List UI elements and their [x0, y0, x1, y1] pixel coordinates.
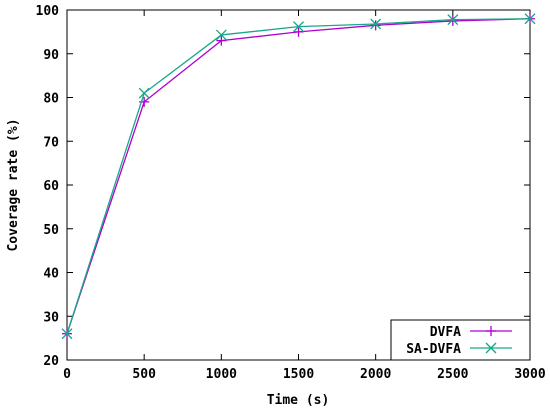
x-tick-label: 1500 — [283, 367, 314, 382]
series-sa-dvfa — [61, 13, 536, 340]
y-tick-label: 90 — [43, 48, 59, 63]
legend: DVFA SA-DVFA — [390, 319, 531, 361]
y-tick-label: 70 — [43, 135, 59, 150]
cross-marker-b — [138, 87, 150, 99]
y-tick-label: 100 — [36, 4, 60, 19]
series-line — [66, 18, 531, 334]
plus-marker — [447, 15, 458, 26]
x-tick-label: 2000 — [360, 367, 391, 382]
x-axis-label: Time (s) — [267, 393, 330, 408]
y-tick-label: 80 — [43, 92, 59, 107]
axis-ticks — [66, 9, 531, 361]
legend-label: SA-DVFA — [406, 342, 461, 357]
x-tick-label: 2500 — [437, 367, 468, 382]
cross-marker-b — [447, 14, 459, 26]
cross-marker-b — [61, 328, 73, 340]
x-tick-label: 0 — [63, 367, 71, 382]
axis-tick-labels: 0 500 1000 1500 2000 2500 3000 20 30 40 50 60 70 80 90… — [36, 4, 546, 382]
plus-marker — [486, 326, 496, 336]
plot-frame — [66, 9, 531, 361]
cross-marker — [215, 29, 227, 41]
plus-marker — [370, 20, 381, 31]
y-tick-label: 40 — [43, 267, 59, 282]
y-tick-label: 20 — [43, 354, 59, 369]
cross-marker-b — [293, 21, 304, 33]
x-tick-label: 1000 — [206, 367, 237, 382]
y-tick-label: 60 — [43, 179, 59, 194]
series-layer — [61, 13, 536, 340]
y-tick-label: 50 — [43, 223, 59, 238]
plus-marker — [293, 26, 304, 37]
series-dvfa — [62, 13, 535, 339]
plus-marker — [216, 35, 227, 46]
legend-box — [390, 319, 531, 361]
cross-marker — [524, 13, 536, 25]
cross-marker-b — [485, 342, 497, 354]
cross-marker — [293, 21, 304, 33]
cross-marker-b — [215, 29, 227, 41]
cross-marker — [138, 87, 150, 99]
cross-marker — [370, 18, 382, 30]
cross-marker — [61, 328, 73, 340]
x-tick-label: 500 — [132, 367, 156, 382]
y-axis-label: Coverage rate (%) — [6, 118, 21, 251]
legend-label: DVFA — [430, 325, 461, 340]
x-tick-label: 3000 — [514, 367, 545, 382]
cross-marker — [447, 14, 459, 26]
cross-marker — [485, 342, 497, 354]
legend-entry: SA-DVFA — [406, 342, 512, 357]
legend-entry: DVFA — [430, 325, 512, 340]
series-line — [66, 18, 531, 334]
y-tick-label: 30 — [43, 310, 59, 325]
cross-marker-b — [370, 18, 382, 30]
cross-marker-b — [524, 13, 536, 25]
